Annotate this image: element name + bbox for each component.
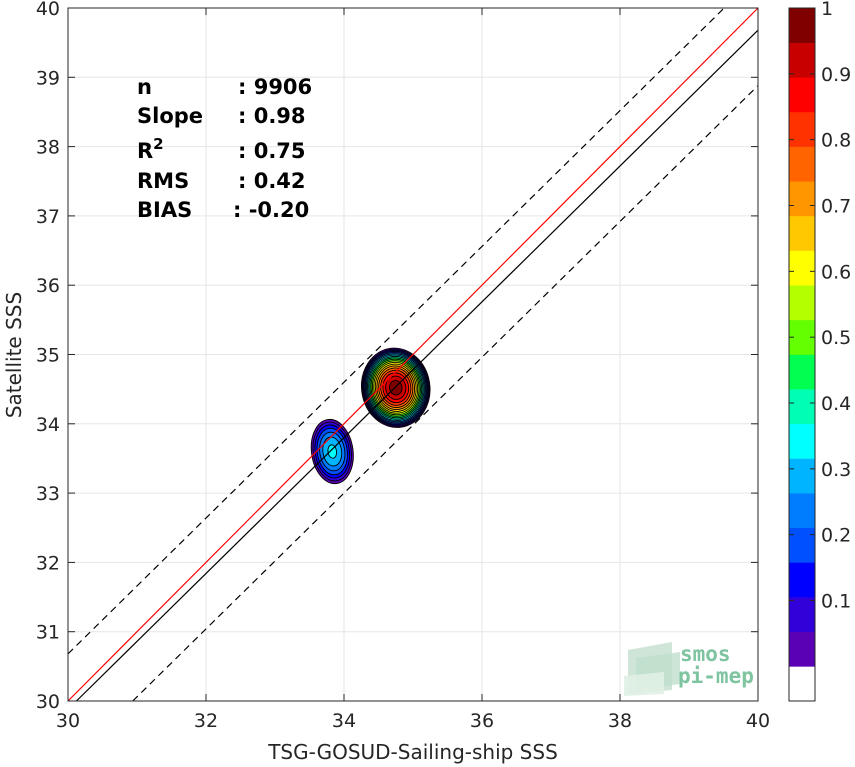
x-tick-label-5: 40: [746, 710, 770, 732]
colorbar-tick-label-0: 0.1: [821, 591, 851, 613]
y-tick-label-2: 32: [36, 552, 60, 574]
colorbar-tick-label-1: 0.2: [821, 525, 851, 547]
colorbar-band-12: [789, 250, 815, 286]
colorbar-band-17: [789, 77, 815, 113]
colorbar-frame: [788, 7, 816, 702]
colorbar-band-5: [789, 493, 815, 529]
stat-value-2: : 0.75: [238, 139, 306, 163]
y-tick-label-3: 33: [36, 483, 60, 505]
stat-superscript-2: 2: [153, 135, 163, 153]
upper-bound-line: [67, 7, 725, 655]
stat-value-4: : -0.20: [233, 198, 309, 222]
colorbar-tick-label-9: 1: [821, 0, 833, 20]
y-axis-label: Satellite SSS: [2, 292, 26, 418]
colorbar-band-11: [789, 285, 815, 321]
colorbar-tick-label-4: 0.5: [821, 327, 851, 349]
colorbar-band-2: [789, 597, 815, 632]
y-tick-label-7: 37: [36, 206, 60, 228]
colorbar-tick-label-8: 0.9: [821, 64, 851, 86]
stat-label-0: n: [137, 75, 152, 99]
watermark-line1: smos: [680, 642, 731, 666]
colorbar-band-7: [789, 423, 815, 459]
colorbar-band-16: [789, 111, 815, 147]
x-tick-label-1: 32: [194, 710, 218, 732]
colorbar-tick-label-7: 0.8: [821, 130, 851, 152]
colorbar-band-3: [789, 562, 815, 598]
y-tick-label-9: 39: [36, 67, 60, 89]
contour-1-level-7: [327, 444, 338, 459]
watermark-logo-icon: [624, 642, 680, 696]
colorbar-band-8: [789, 389, 815, 425]
x-tick-label-3: 36: [470, 710, 494, 732]
stat-value-0: : 9906: [238, 75, 312, 99]
colorbar-band-13: [789, 215, 815, 251]
y-tick-label-6: 36: [36, 275, 60, 297]
y-tick-label-10: 40: [36, 0, 60, 20]
x-tick-label-2: 34: [332, 710, 356, 732]
colorbar-tick-label-3: 0.4: [821, 393, 851, 415]
colorbar-band-4: [789, 527, 815, 563]
stat-value-1: : 0.98: [238, 104, 306, 128]
colorbar-band-9: [789, 354, 815, 390]
stat-label-4: BIAS: [137, 198, 192, 222]
colorbar-tick-label-6: 0.7: [821, 196, 851, 218]
density-contours: [310, 347, 431, 485]
watermark-line2: pi-mep: [678, 664, 754, 688]
stat-value-3: : 0.42: [238, 169, 306, 193]
y-tick-label-8: 38: [36, 137, 60, 159]
colorbar: 0.1 0.2 0.3 0.4 0.5 0.6 0.7 0.8 0.9 1: [788, 0, 851, 702]
stat-label-1: Slope: [137, 104, 203, 128]
smos-pimep-watermark: smos pi-mep: [624, 642, 754, 696]
regression-lines: [67, 7, 759, 702]
y-tick-labels: 30 31 32 33 34 35 36 37 38 39 40: [36, 0, 60, 713]
y-tick-label-1: 31: [36, 622, 60, 644]
axis-ticks: [67, 7, 759, 702]
regression-line: [76, 29, 759, 702]
colorbar-band-6: [789, 458, 815, 494]
y-tick-label-4: 34: [36, 414, 60, 436]
y-tick-label-0: 30: [36, 691, 60, 713]
x-tick-label-0: 30: [56, 710, 80, 732]
x-tick-label-4: 38: [608, 710, 632, 732]
colorbar-band-18: [789, 42, 815, 78]
colorbar-band-0: [789, 666, 815, 702]
colorbar-tick-label-2: 0.3: [821, 459, 851, 481]
y-tick-label-5: 35: [36, 345, 60, 367]
lower-bound-line: [132, 85, 759, 702]
colorbar-band-1: [789, 631, 815, 667]
colorbar-band-19: [789, 8, 815, 43]
colorbar-band-15: [789, 146, 815, 182]
colorbar-band-14: [789, 181, 815, 217]
x-axis-label: TSG-GOSUD-Sailing-ship SSS: [267, 740, 558, 764]
stat-label-3: RMS: [137, 169, 189, 193]
x-tick-labels: 30 32 34 36 38 40: [56, 710, 770, 732]
colorbar-tick-label-5: 0.6: [821, 261, 851, 283]
identity-line: [67, 7, 759, 702]
grid-lines: [68, 8, 758, 701]
